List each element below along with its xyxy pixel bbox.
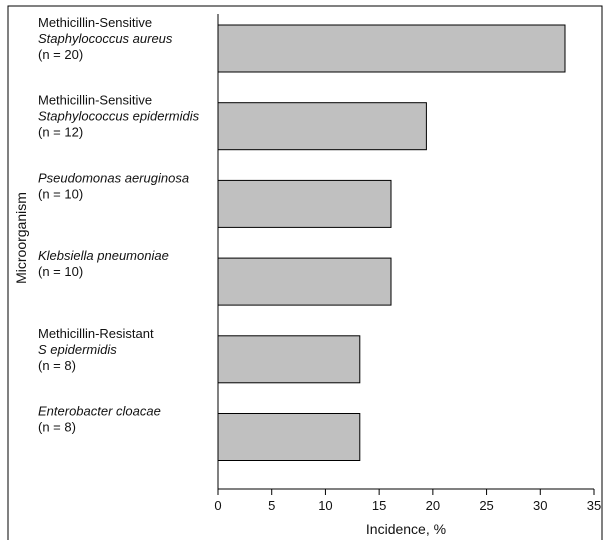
- category-label: Klebsiella pneumoniae (n = 10): [38, 248, 169, 279]
- x-tick-label: 20: [426, 498, 440, 513]
- category-label-line: Enterobacter cloacae: [38, 404, 161, 419]
- category-label: Methicillin-Sensitive Staphylococcus epid…: [38, 93, 200, 140]
- chart-border: [7, 5, 603, 540]
- x-axis-title: Incidence, %: [366, 521, 446, 537]
- x-tick-label: 10: [318, 498, 332, 513]
- bar: [217, 413, 361, 461]
- category-label-line: (n = 10): [38, 264, 83, 279]
- category-label-line: (n = 10): [38, 186, 83, 201]
- bar: [217, 24, 566, 73]
- x-tick-label: 0: [214, 498, 221, 513]
- x-axis: 0 5 10 15 20 25 30 35: [214, 14, 601, 513]
- category-label: Pseudomonas aeruginosa (n = 10): [38, 170, 189, 201]
- category-label-line: (n = 8): [38, 358, 76, 373]
- category-label: Enterobacter cloacae (n = 8): [38, 404, 161, 435]
- category-label-line: Pseudomonas aeruginosa: [38, 170, 189, 185]
- category-label-line: Methicillin-Sensitive: [38, 15, 152, 30]
- bar: [217, 102, 427, 151]
- bar: [217, 179, 392, 228]
- category-label-line: (n = 8): [38, 420, 76, 435]
- x-tick-label: 35: [587, 498, 601, 513]
- chart-frame: [7, 5, 603, 540]
- x-tick-label: 15: [372, 498, 386, 513]
- x-tick-label: 30: [533, 498, 547, 513]
- bar: [217, 335, 361, 384]
- category-labels: Methicillin-Sensitive Staphylococcus aure…: [38, 15, 200, 435]
- category-label-line: Staphylococcus aureus: [38, 31, 173, 46]
- category-label-line: Staphylococcus epidermidis: [38, 109, 200, 124]
- category-label-line: Methicillin-Resistant: [38, 326, 154, 341]
- category-label: Methicillin-Sensitive Staphylococcus aure…: [38, 15, 173, 62]
- category-label-line: Klebsiella pneumoniae: [38, 248, 169, 263]
- x-tick-label: 5: [268, 498, 275, 513]
- y-axis-title: Microorganism: [13, 192, 29, 284]
- x-tick-label: 25: [479, 498, 493, 513]
- category-label: Methicillin-Resistant S epidermidis (n = 8…: [38, 326, 154, 373]
- category-label-line: Methicillin-Sensitive: [38, 93, 152, 108]
- category-label-line: S epidermidis: [38, 342, 117, 357]
- bars-group: [217, 24, 566, 461]
- category-label-line: (n = 12): [38, 125, 83, 140]
- category-label-line: (n = 20): [38, 47, 83, 62]
- bar: [217, 257, 392, 306]
